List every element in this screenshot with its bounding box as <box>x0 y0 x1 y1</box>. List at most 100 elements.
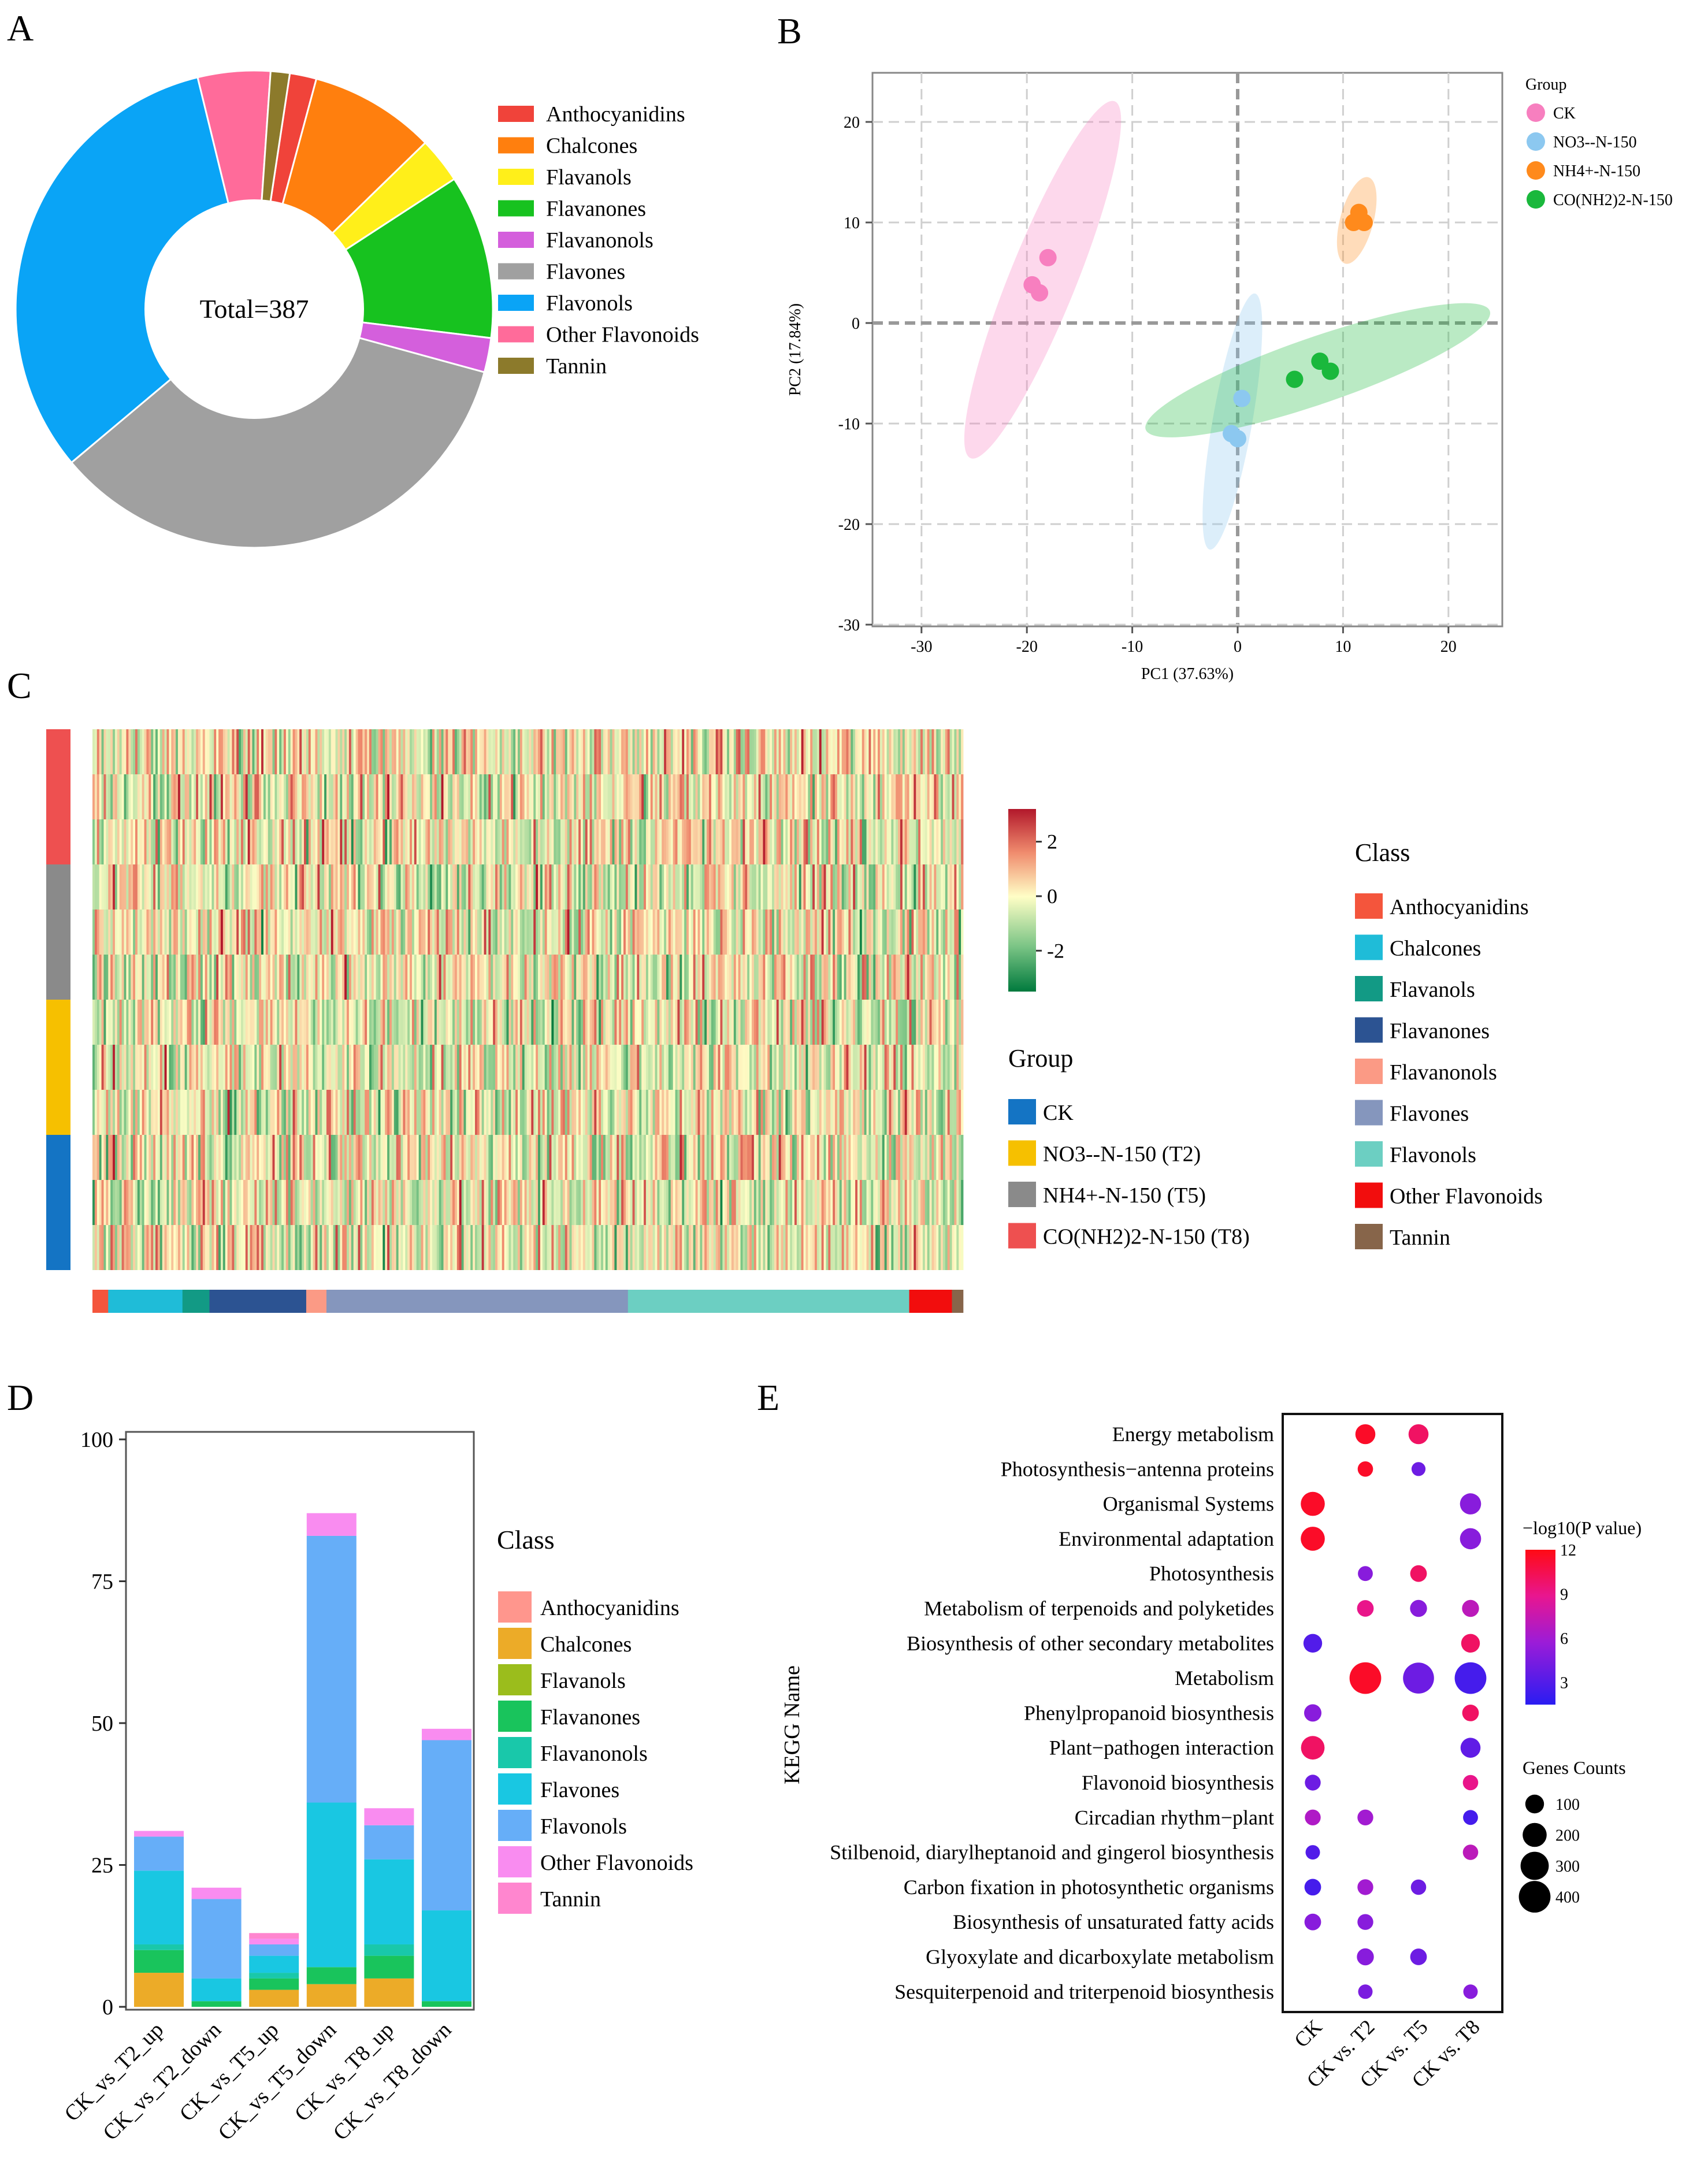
heatmap-cell <box>333 1045 336 1090</box>
pca-ytick-label: -10 <box>838 415 860 433</box>
heatmap-cell <box>515 1000 518 1045</box>
heatmap-cell <box>347 910 350 955</box>
heatmap-cell <box>796 1045 800 1090</box>
heatmap-cell <box>133 1180 136 1225</box>
heatmap-cell <box>670 1045 674 1090</box>
heatmap-cell <box>684 864 687 910</box>
heatmap-cell <box>101 774 104 819</box>
heatmap-cell <box>211 1180 214 1225</box>
heatmap-cell <box>536 864 539 910</box>
heatmap-cell <box>538 910 541 955</box>
heatmap-cell <box>439 1090 441 1135</box>
heatmap-cell <box>405 1135 408 1180</box>
heatmap-cell <box>936 910 939 955</box>
heatmap-cell <box>320 1045 322 1090</box>
heatmap-cell <box>306 864 309 910</box>
heatmap-cell <box>474 819 478 864</box>
heatmap-cell <box>765 729 768 774</box>
heatmap-cell <box>351 1090 354 1135</box>
heatmap-cell <box>499 864 503 910</box>
heatmap-cell <box>753 955 757 1000</box>
heatmap-cell <box>499 1090 503 1135</box>
heatmap-cell <box>94 819 98 864</box>
heatmap-cell <box>708 864 712 910</box>
pie-slice-flavonols <box>14 76 255 464</box>
heatmap-cell <box>337 1135 340 1180</box>
heatmap-cell <box>499 819 503 864</box>
heatmap-cell <box>151 1225 154 1270</box>
heatmap-cell <box>200 955 203 1000</box>
heatmap-cell <box>574 955 577 1000</box>
heatmap-cell <box>470 864 473 910</box>
heatmap-cell <box>702 955 705 1000</box>
heatmap-cell <box>227 774 230 819</box>
heatmap-cell <box>753 1045 757 1090</box>
heatmap-cell <box>335 1225 338 1270</box>
heatmap-cell <box>697 910 700 955</box>
heatmap-cell <box>954 1000 957 1045</box>
heatmap-cell <box>495 955 498 1000</box>
heatmap-cell <box>659 910 662 955</box>
heatmap-cell <box>614 910 617 955</box>
heatmap-cell <box>707 774 710 819</box>
heatmap-cell <box>328 910 332 955</box>
heatmap-cell <box>263 1135 266 1180</box>
heatmap-cell <box>922 1045 926 1090</box>
heatmap-cell <box>135 1000 138 1045</box>
heatmap-cell <box>432 864 435 910</box>
heatmap-cell <box>619 1000 622 1045</box>
heatmap-cell <box>596 1180 599 1225</box>
bar-segment-flavones <box>249 1955 299 1973</box>
heatmap-cell <box>416 1135 419 1180</box>
heatmap-cell <box>257 729 259 774</box>
heatmap-cell <box>99 910 102 955</box>
heatmap-cell <box>945 1225 948 1270</box>
heatmap-cell <box>848 1045 851 1090</box>
heatmap-cell <box>907 955 909 1000</box>
heatmap-cell <box>250 1180 253 1225</box>
heatmap-cell <box>803 819 806 864</box>
heatmap-cell <box>720 1135 723 1180</box>
heatmap-cell <box>239 1225 242 1270</box>
heatmap-cell <box>353 955 356 1000</box>
heatmap-cell <box>569 729 572 774</box>
heatmap-cell <box>220 1045 224 1090</box>
heatmap-cell <box>697 1045 700 1090</box>
heatmap-cell <box>736 729 738 774</box>
heatmap-cell <box>272 955 275 1000</box>
heatmap-cell <box>333 819 336 864</box>
heatmap-cell <box>380 819 383 864</box>
heatmap-cell <box>549 1225 552 1270</box>
heatmap-cell <box>738 729 741 774</box>
heatmap-cell <box>428 955 430 1000</box>
heatmap-cell <box>725 864 727 910</box>
heatmap-cell <box>641 1090 644 1135</box>
heatmap-cell <box>331 1225 334 1270</box>
heatmap-cell <box>731 910 734 955</box>
heatmap-cell <box>247 774 250 819</box>
heatmap-cell <box>313 1180 315 1225</box>
heatmap-cell <box>686 819 689 864</box>
heatmap-cell <box>207 910 210 955</box>
heatmap-cell <box>666 955 669 1000</box>
heatmap-cell <box>688 910 692 955</box>
heatmap-cell <box>418 1225 421 1270</box>
heatmap-cell <box>765 1045 768 1090</box>
heatmap-cell <box>279 774 282 819</box>
bubble-y-label: Glyoxylate and dicarboxylate metabolism <box>926 1946 1274 1969</box>
heatmap-cell <box>599 1180 601 1225</box>
heatmap-cell <box>187 1180 190 1225</box>
heatmap-cell <box>803 1135 806 1180</box>
pie-legend-label-flavanonols: Flavanonols <box>546 228 654 253</box>
heatmap-cell <box>159 774 163 819</box>
heatmap-cell <box>101 1225 104 1270</box>
heatmap-cell <box>760 955 763 1000</box>
heatmap-cell <box>331 1180 334 1225</box>
heatmap-cell <box>855 1000 858 1045</box>
heatmap-cell <box>772 1135 775 1180</box>
heatmap-cell <box>859 1045 863 1090</box>
heatmap-cell <box>337 1045 340 1090</box>
heatmap-cell <box>886 774 889 819</box>
heatmap-cell <box>227 1180 230 1225</box>
heatmap-cell <box>924 729 928 774</box>
